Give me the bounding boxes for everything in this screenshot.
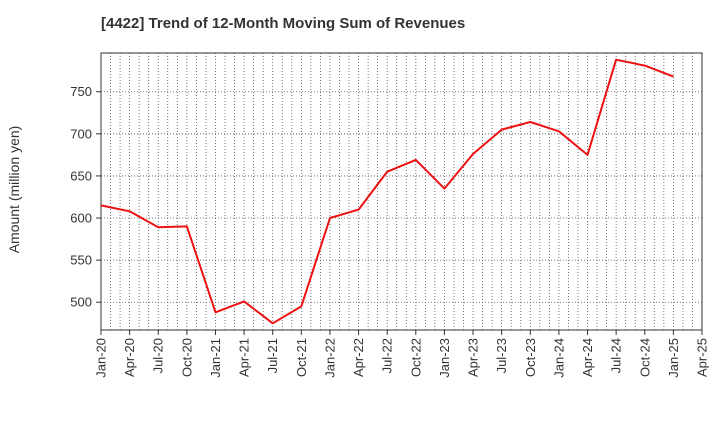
y-tick-label: 500	[70, 295, 92, 310]
y-tick-label: 550	[70, 253, 92, 268]
y-tick-label: 700	[70, 126, 92, 141]
series-layer	[100, 58, 674, 325]
x-tick-label: Jan-20	[94, 338, 109, 378]
y-axis-ticks: 500 550 600 650 700 750	[70, 84, 101, 310]
x-tick-label: Jan-25	[666, 338, 681, 378]
x-tick-label: Jan-22	[322, 338, 337, 378]
y-tick-label: 600	[70, 211, 92, 226]
x-tick-label: Jul-21	[265, 338, 280, 373]
x-tick-label: Oct-22	[408, 338, 423, 377]
x-tick-label: Jul-24	[609, 338, 624, 373]
x-tick-label: Apr-22	[351, 338, 366, 377]
chart-title: [4422] Trend of 12-Month Moving Sum of R…	[101, 15, 466, 32]
x-tick-label: Apr-20	[122, 338, 137, 377]
x-tick-label: Jan-21	[208, 338, 223, 378]
y-tick-label: 650	[70, 168, 92, 183]
x-axis-ticks: Jan-20 Apr-20 Jul-20 Oct-20 Jan-21 Apr-21 Jul-…	[94, 330, 710, 378]
x-tick-label: Jan-23	[437, 338, 452, 378]
plot-area-frame	[100, 52, 703, 331]
x-tick-label: Jul-23	[494, 338, 509, 373]
x-tick-label: Apr-23	[466, 338, 481, 377]
x-tick-label: Jul-22	[380, 338, 395, 373]
x-tick-label: Apr-24	[580, 338, 595, 377]
x-tick-label: Oct-21	[294, 338, 309, 377]
x-tick-label: Jul-20	[151, 338, 166, 373]
x-tick-label: Oct-20	[179, 338, 194, 377]
y-axis-title: Amount (million yen)	[6, 126, 22, 254]
x-tick-label: Apr-25	[695, 338, 710, 377]
x-tick-label: Apr-21	[237, 338, 252, 377]
x-tick-label: Oct-24	[637, 338, 652, 377]
x-tick-label: Jan-24	[551, 338, 566, 378]
grid-lines	[101, 53, 702, 330]
x-tick-label: Oct-23	[523, 338, 538, 377]
y-tick-label: 750	[70, 84, 92, 99]
